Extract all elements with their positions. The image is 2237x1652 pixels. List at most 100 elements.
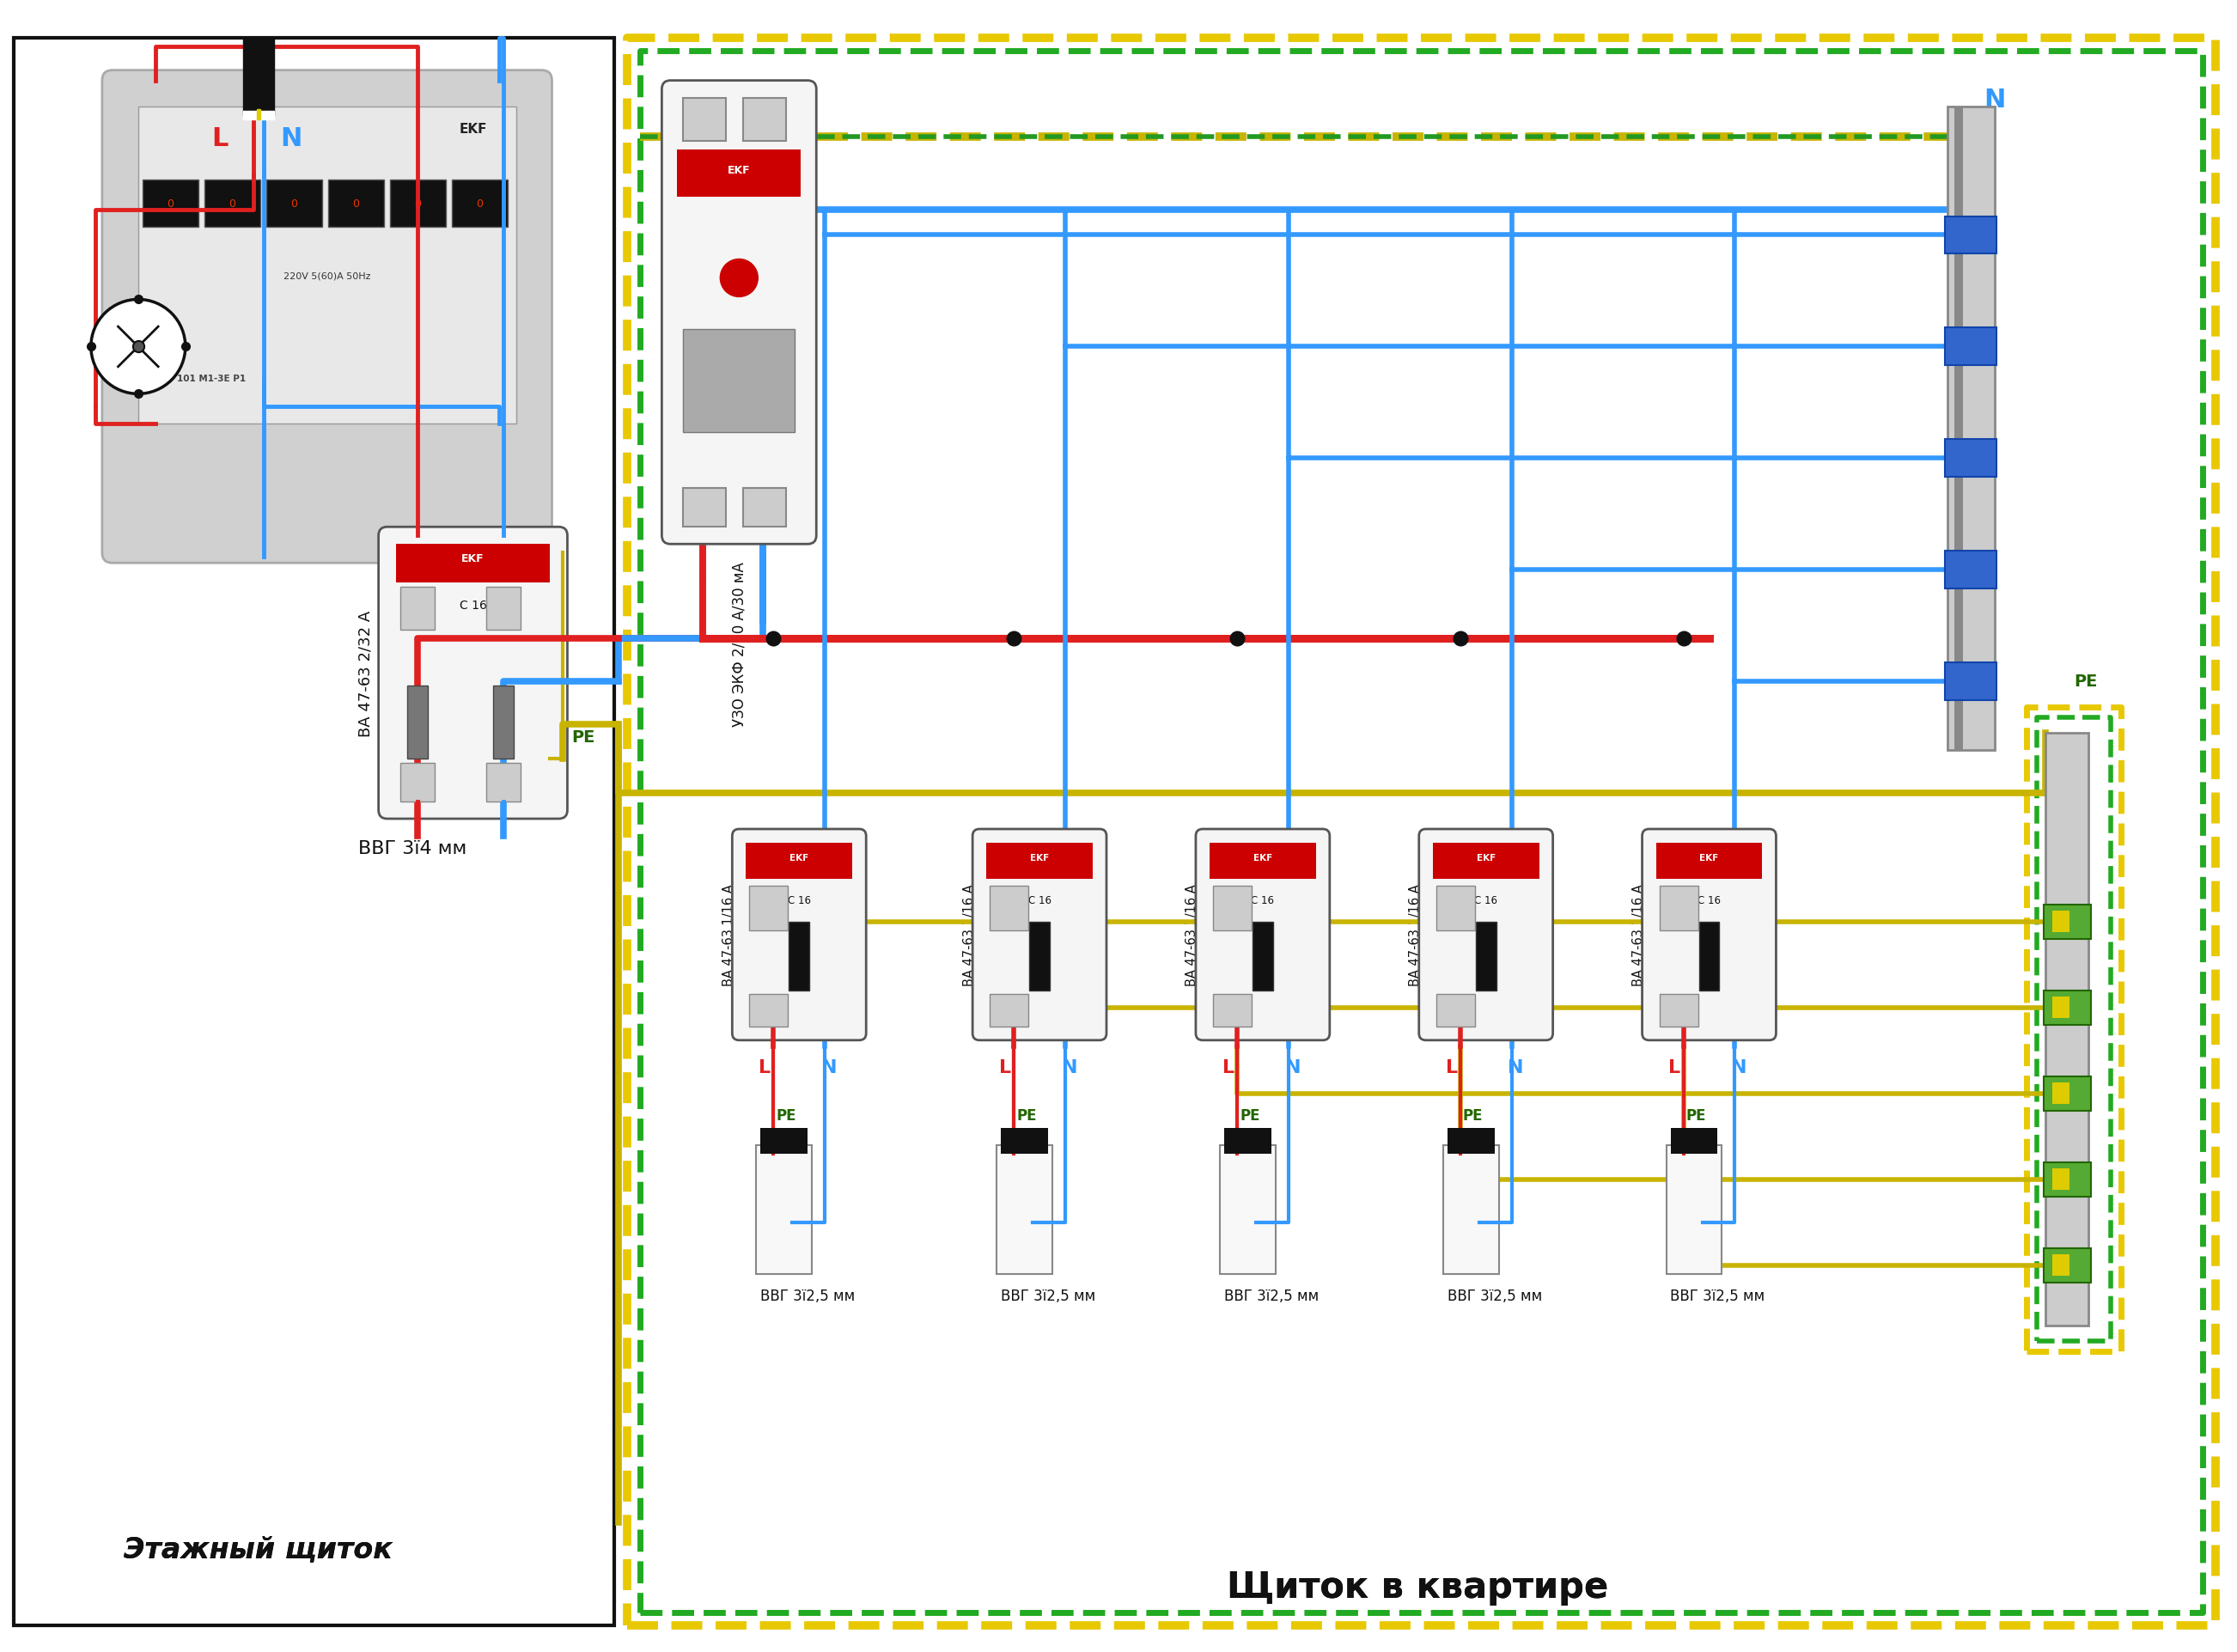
FancyBboxPatch shape xyxy=(1197,829,1329,1041)
Text: EKF: EKF xyxy=(459,122,488,135)
Text: ВА 47-63 1/16 А: ВА 47-63 1/16 А xyxy=(1633,884,1644,986)
Text: ВВГ 3ї2,5 мм: ВВГ 3ї2,5 мм xyxy=(761,1287,855,1303)
Bar xyxy=(1432,843,1539,879)
Bar xyxy=(2045,1077,2092,1110)
Bar xyxy=(1660,995,1698,1028)
Text: ВВГ 3ї4 мм: ВВГ 3ї4 мм xyxy=(358,839,468,857)
Bar xyxy=(13,38,615,1626)
Bar xyxy=(2045,1249,2092,1282)
Bar xyxy=(329,180,385,226)
Text: EKF: EKF xyxy=(1029,854,1049,862)
Bar xyxy=(1436,885,1474,930)
Text: ВА 47-63 1/16 А: ВА 47-63 1/16 А xyxy=(1186,884,1199,986)
Text: PE: PE xyxy=(1016,1107,1036,1123)
Bar xyxy=(1948,107,1995,750)
Text: L: L xyxy=(210,126,228,150)
Text: ВВГ 3ї2,5 мм: ВВГ 3ї2,5 мм xyxy=(1000,1287,1096,1303)
Text: 0: 0 xyxy=(476,198,483,210)
Text: PE: PE xyxy=(776,1107,796,1123)
Text: N: N xyxy=(1984,88,2007,112)
Text: L: L xyxy=(758,1059,772,1075)
FancyBboxPatch shape xyxy=(973,829,1107,1041)
Bar xyxy=(400,763,434,801)
Bar xyxy=(682,330,794,433)
Text: PE: PE xyxy=(573,729,595,745)
Text: L: L xyxy=(1000,1059,1011,1075)
Text: ВВГ 3ї2,5 мм: ВВГ 3ї2,5 мм xyxy=(1447,1287,1541,1303)
Bar xyxy=(2045,905,2092,940)
Text: 0: 0 xyxy=(414,198,421,210)
Bar xyxy=(761,1128,808,1153)
Text: N: N xyxy=(1508,1059,1523,1075)
Bar xyxy=(485,763,521,801)
Text: PE: PE xyxy=(2074,674,2098,689)
Bar xyxy=(1698,922,1720,991)
Text: 220V 5(60)A 50Hz: 220V 5(60)A 50Hz xyxy=(284,271,371,281)
Bar xyxy=(989,885,1029,930)
Bar xyxy=(485,588,521,631)
Text: 0: 0 xyxy=(168,198,174,210)
Bar xyxy=(756,1145,812,1274)
Bar xyxy=(1946,439,1998,477)
Bar xyxy=(396,545,550,583)
Bar xyxy=(2045,991,2092,1024)
Bar xyxy=(1667,1145,1722,1274)
Bar xyxy=(2054,996,2069,1018)
Text: PE: PE xyxy=(1463,1107,1483,1123)
Text: N: N xyxy=(1284,1059,1300,1075)
Circle shape xyxy=(92,301,186,395)
Bar xyxy=(749,995,787,1028)
Text: N: N xyxy=(280,126,302,150)
Bar xyxy=(998,1145,1051,1274)
Bar xyxy=(452,180,508,226)
Bar xyxy=(989,995,1029,1028)
Bar xyxy=(1212,885,1250,930)
Text: 0: 0 xyxy=(353,198,360,210)
Bar xyxy=(682,489,727,527)
Text: EKF: EKF xyxy=(727,165,749,175)
Bar xyxy=(1955,107,1964,750)
Text: PE: PE xyxy=(1687,1107,1707,1123)
Bar xyxy=(2054,1082,2069,1104)
FancyBboxPatch shape xyxy=(1418,829,1552,1041)
Bar xyxy=(1660,885,1698,930)
FancyBboxPatch shape xyxy=(1642,829,1776,1041)
Text: ВВГ 3ї2,5 мм: ВВГ 3ї2,5 мм xyxy=(1671,1287,1765,1303)
Text: N: N xyxy=(821,1059,837,1075)
Bar xyxy=(1946,662,1998,700)
Bar xyxy=(1447,1128,1494,1153)
Text: ВА 47-63 1/16 А: ВА 47-63 1/16 А xyxy=(1409,884,1423,986)
Bar xyxy=(2045,1163,2092,1196)
Text: EKF: EKF xyxy=(1253,854,1273,862)
Bar xyxy=(1671,1128,1718,1153)
Text: Щиток в квартире: Щиток в квартире xyxy=(1226,1569,1608,1606)
Bar xyxy=(139,107,517,425)
Bar xyxy=(743,99,785,142)
Text: N: N xyxy=(1731,1059,1747,1075)
Bar xyxy=(389,180,445,226)
Bar xyxy=(1000,1128,1049,1153)
Bar xyxy=(743,489,785,527)
Bar xyxy=(1443,1145,1499,1274)
FancyBboxPatch shape xyxy=(662,81,817,545)
Text: Этажный щиток: Этажный щиток xyxy=(123,1535,394,1563)
FancyBboxPatch shape xyxy=(378,527,568,819)
Bar xyxy=(1655,843,1763,879)
Text: EKF: EKF xyxy=(461,553,485,565)
Text: N: N xyxy=(1063,1059,1078,1075)
Text: ВА 47-63 1/16 А: ВА 47-63 1/16 А xyxy=(723,884,736,986)
Text: ВА 47-63 2/32 А: ВА 47-63 2/32 А xyxy=(358,610,374,737)
Bar xyxy=(682,99,727,142)
Bar xyxy=(2045,733,2089,1325)
Bar xyxy=(266,180,322,226)
Text: C 16: C 16 xyxy=(1698,895,1720,905)
Bar xyxy=(407,686,427,758)
Text: C 16: C 16 xyxy=(1250,895,1275,905)
Text: Этажный щиток: Этажный щиток xyxy=(123,1535,394,1563)
Bar xyxy=(678,150,801,197)
Text: СКАТ 101 М1-3Е Р1: СКАТ 101 М1-3Е Р1 xyxy=(148,375,246,383)
Bar xyxy=(143,180,199,226)
Bar xyxy=(987,843,1092,879)
Bar xyxy=(1210,843,1315,879)
Text: C 16: C 16 xyxy=(1029,895,1051,905)
